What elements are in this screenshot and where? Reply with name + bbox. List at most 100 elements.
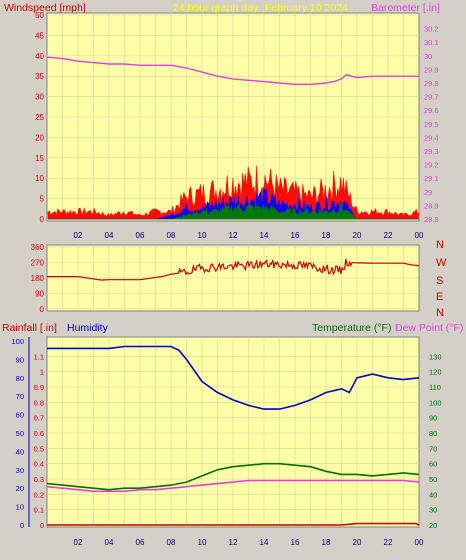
barometer-y-tick-label: 29.9 — [424, 65, 439, 74]
barometer-y-tick-label: 29.6 — [424, 106, 439, 115]
humidity-y-tick-label: 0 — [20, 521, 24, 530]
barometer-series — [46, 56, 419, 86]
rain-y-tick-label: 1.1 — [34, 352, 44, 361]
temperature-y-tick-label: 110 — [429, 383, 441, 392]
direction-y-tick-label: 0 — [40, 305, 45, 314]
direction-y-tick-label: 270 — [31, 259, 45, 268]
direction-y-ticks: 0 90 180 270 360 — [31, 243, 45, 314]
temperature-y-tick-label: 120 — [429, 368, 442, 377]
rain-y-tick-label: 0.6 — [34, 429, 44, 438]
temperature-y-tick-label: 20 — [429, 521, 437, 530]
rain-y-ticks: 0 0.1 0.2 0.3 0.4 0.5 0.6 0.7 0.8 0.9 1 1.1 — [34, 352, 44, 530]
rain-y-tick-label: 0 — [40, 521, 44, 530]
wind-y-tick-label: 20 — [35, 133, 44, 142]
chart-title: 24 hour graph day — [173, 2, 259, 14]
barometer-y-tick-label: 29.1 — [424, 174, 439, 183]
x-tick-label: 08 — [167, 538, 176, 547]
rain-y-tick-label: 0.7 — [34, 414, 44, 423]
x-tick-label: 10 — [198, 231, 207, 240]
x-tick-label: 04 — [105, 231, 114, 240]
compass-label: W — [436, 257, 447, 269]
barometer-y-ticks: 28.8 28.9 29 29.1 29.2 29.3 29.4 29.5 29.6 29.7 29… — [424, 25, 439, 224]
barometer-y-tick-label: 29.2 — [424, 161, 439, 170]
windspeed-axis-label: Windspeed [mph] — [4, 2, 86, 14]
wind-y-ticks: 0 5 10 15 20 25 30 35 40 45 50 — [35, 11, 44, 224]
direction-line — [47, 258, 420, 281]
wind-low-area — [48, 202, 419, 220]
barometer-y-tick-label: 29.7 — [424, 93, 439, 102]
temp-series — [46, 345, 420, 526]
chart-date: February 10 2024 — [265, 2, 348, 14]
wind-y-tick-label: 45 — [35, 31, 44, 40]
compass-label: N — [436, 307, 444, 319]
humidity-y-tick-label: 30 — [16, 466, 24, 475]
wind-y-tick-label: 50 — [35, 11, 44, 20]
temperature-y-tick-label: 70 — [429, 444, 437, 453]
rain-y-tick-label: 0.4 — [34, 460, 44, 469]
wind-y-tick-label: 30 — [35, 93, 44, 102]
temperature-y-tick-label: 130 — [429, 352, 442, 361]
x-tick-label: 18 — [322, 538, 331, 547]
humidity-y-tick-label: 40 — [16, 447, 24, 456]
rainfall-axis-label: Rainfall [.in] — [2, 322, 57, 334]
x-tick-label: 06 — [136, 538, 145, 547]
humidity-y-tick-label: 90 — [16, 355, 24, 364]
dew-point-line — [46, 479, 420, 493]
direction-grid — [47, 245, 419, 311]
x-tick-label: 04 — [105, 538, 114, 547]
humidity-y-ticks: 0 10 20 30 40 50 60 70 80 90 100 — [11, 337, 30, 530]
x-tick-label: 20 — [353, 231, 362, 240]
temp-x-ticks: 02 04 06 08 10 12 14 16 18 20 22 00 — [74, 538, 424, 547]
rainfall-line — [47, 522, 420, 526]
barometer-y-tick-label: 29 — [424, 188, 432, 197]
wind-y-tick-label: 15 — [35, 154, 44, 163]
direction-y-tick-label: 90 — [35, 290, 44, 299]
x-tick-label: 12 — [229, 231, 238, 240]
x-tick-label: 06 — [136, 231, 145, 240]
humidity-y-tick-label: 100 — [11, 337, 24, 346]
humidity-y-tick-label: 60 — [16, 411, 24, 420]
x-tick-label: 16 — [291, 231, 300, 240]
wind-series — [47, 165, 420, 220]
barometer-y-tick-label: 30.2 — [424, 25, 439, 34]
x-tick-label: 02 — [74, 231, 83, 240]
compass-label: N — [436, 239, 444, 251]
dewpoint-axis-label: Dew Point (°F) — [395, 322, 463, 334]
barometer-y-tick-label: 28.9 — [424, 201, 439, 210]
wind-y-tick-label: 35 — [35, 72, 44, 81]
temperature-y-tick-label: 40 — [429, 490, 437, 499]
rain-y-tick-label: 0.8 — [34, 398, 44, 407]
temperature-y-tick-label: 50 — [429, 475, 437, 484]
direction-series — [47, 258, 420, 281]
rain-y-tick-label: 0.5 — [34, 444, 44, 453]
barometer-y-tick-label: 29.8 — [424, 79, 439, 88]
wind-y-tick-label: 10 — [35, 174, 44, 183]
x-tick-label: 18 — [322, 231, 331, 240]
humidity-y-tick-label: 80 — [16, 374, 24, 383]
barometer-y-tick-label: 30.1 — [424, 38, 439, 47]
temperature-y-tick-label: 60 — [429, 460, 437, 469]
x-tick-label: 20 — [353, 538, 362, 547]
x-tick-label: 22 — [384, 538, 393, 547]
x-tick-label: 22 — [384, 231, 393, 240]
humidity-y-tick-label: 20 — [16, 484, 24, 493]
barometer-line — [46, 56, 419, 86]
x-tick-label: 00 — [415, 231, 424, 240]
direction-y-tick-label: 360 — [31, 243, 45, 252]
barometer-y-tick-label: 29.3 — [424, 147, 439, 156]
barometer-axis-label: Barometer [.in] — [371, 2, 440, 14]
barometer-y-tick-label: 29.5 — [424, 120, 439, 129]
barometer-y-tick-label: 30 — [424, 52, 432, 61]
temperature-line — [46, 462, 420, 491]
x-tick-label: 14 — [260, 538, 269, 547]
barometer-y-tick-label: 29.4 — [424, 133, 439, 142]
humidity-axis-label: Humidity — [67, 322, 109, 334]
compass-label: E — [436, 291, 443, 303]
x-tick-label: 00 — [415, 538, 424, 547]
humidity-y-tick-label: 70 — [16, 392, 24, 401]
humidity-y-tick-label: 50 — [16, 429, 24, 438]
temperature-y-tick-label: 100 — [429, 398, 442, 407]
temperature-y-ticks: 20 30 40 50 60 70 80 90 100 110 120 130 — [429, 352, 442, 530]
temp-grid — [47, 337, 419, 527]
